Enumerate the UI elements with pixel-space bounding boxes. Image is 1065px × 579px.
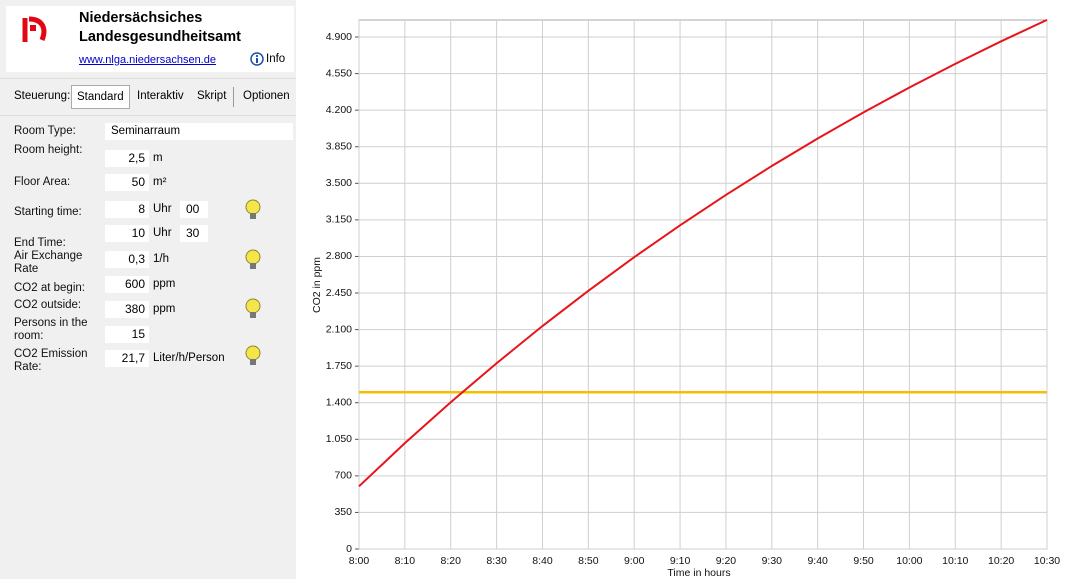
x-tick-label: 9:00	[624, 555, 645, 567]
x-tick-label: 9:50	[853, 555, 874, 567]
y-tick-label: 700	[334, 470, 352, 482]
info-label: Info	[266, 53, 286, 65]
control-panel: Niedersächsiches Landesgesundheitsamt www…	[0, 0, 296, 579]
title-line: Landesgesundheitsamt	[79, 29, 241, 45]
y-tick-label: 4.200	[326, 104, 352, 116]
input-field[interactable]: 0,3	[105, 251, 149, 268]
unit: ppm	[153, 278, 176, 290]
x-tick-label: 10:10	[942, 555, 968, 567]
y-tick-label: 1.050	[326, 433, 352, 445]
y-tick-label: 0	[346, 543, 352, 555]
logo	[22, 16, 47, 42]
y-tick-label: 2.450	[326, 287, 352, 299]
website-link[interactable]: www.nlga.niedersachsen.de	[79, 54, 216, 66]
y-tick-label: 3.850	[326, 141, 352, 153]
unit: 1/h	[153, 253, 169, 265]
y-tick-label: 350	[334, 506, 352, 518]
hint-icons[interactable]	[243, 198, 263, 378]
info-icon	[250, 52, 264, 66]
field-label: Floor Area:	[14, 176, 71, 188]
unit: ppm	[153, 303, 176, 315]
field-label: CO2 outside:	[14, 299, 82, 311]
input-field[interactable]: 00	[180, 201, 208, 218]
tab[interactable]: Interaktiv	[137, 90, 184, 102]
x-tick-label: 9:10	[670, 555, 691, 567]
input-field[interactable]: 15	[105, 326, 149, 343]
tab[interactable]: Optionen	[243, 90, 290, 102]
header: Niedersächsiches Landesgesundheitsamt www…	[6, 6, 294, 72]
y-axis-title: CO2 in ppm	[311, 257, 323, 313]
unit: Uhr	[153, 227, 172, 239]
input-field[interactable]: 21,7	[105, 350, 149, 367]
unit: m	[153, 152, 163, 164]
x-tick-label: 8:00	[349, 555, 370, 567]
x-tick-label: 8:50	[578, 555, 599, 567]
x-tick-label: 9:20	[716, 555, 737, 567]
room-type-field[interactable]: Seminarraum	[105, 123, 293, 140]
x-tick-label: 10:20	[988, 555, 1014, 567]
input-field[interactable]: 380	[105, 301, 149, 318]
unit: m²	[153, 176, 167, 188]
field-label: Persons in the room:	[14, 317, 88, 342]
input-field[interactable]: 8	[105, 201, 149, 218]
chart: Time in hours CO2 in ppm 0 350 700 1.050 1.4…	[311, 18, 1060, 579]
tab-bar-label: Steuerung:	[14, 90, 71, 102]
field-label: CO2 at begin:	[14, 282, 85, 294]
y-tick-label: 2.800	[326, 250, 352, 262]
info-button[interactable]: Info	[250, 52, 285, 66]
input-field[interactable]: 50	[105, 174, 149, 191]
input-field[interactable]: 10	[105, 225, 149, 242]
field-label: End Time:	[14, 237, 66, 249]
y-tick-label: 1.400	[326, 397, 352, 409]
title-line: Niedersächsiches	[79, 10, 203, 26]
y-tick-label: 4.900	[326, 31, 352, 43]
y-tick-label: 4.550	[326, 67, 352, 79]
tab-separator	[233, 87, 234, 107]
x-tick-label: 10:30	[1034, 555, 1060, 567]
unit: Liter/h/Person	[153, 352, 225, 364]
x-tick-label: 8:30	[486, 555, 507, 567]
unit: Uhr	[153, 203, 172, 215]
plot-area	[358, 19, 1048, 550]
input-field[interactable]: 600	[105, 276, 149, 293]
input-field[interactable]: 30	[180, 225, 208, 242]
y-tick-label: 3.150	[326, 214, 352, 226]
tab-bar: Steuerung: Standard Interaktiv Skript Op…	[0, 78, 296, 116]
lightbulb	[245, 199, 261, 219]
tab[interactable]: Skript	[197, 90, 227, 102]
y-tick-label: 1.750	[326, 360, 352, 372]
x-tick-label: 10:00	[896, 555, 922, 567]
co2-line	[358, 18, 1048, 488]
y-tick-label: 2.100	[326, 323, 352, 335]
x-tick-label: 9:40	[807, 555, 828, 567]
x-tick-label: 8:10	[395, 555, 416, 567]
x-axis-title: Time in hours	[667, 567, 730, 579]
x-tick-label: 9:30	[762, 555, 783, 567]
field-label: CO2 Emission Rate:	[14, 348, 88, 373]
field-label: Room height:	[14, 144, 83, 156]
input-field[interactable]: 2,5	[105, 150, 149, 167]
field-label: Starting time:	[14, 206, 82, 218]
x-tick-label: 8:40	[532, 555, 553, 567]
org-title: Niedersächsiches Landesgesundheitsamt	[79, 9, 241, 47]
tab[interactable]: Standard	[71, 85, 130, 109]
field-label: Air Exchange Rate	[14, 250, 83, 275]
x-tick-label: 8:20	[441, 555, 462, 567]
field-label: Room Type:	[14, 125, 76, 137]
y-tick-label: 3.500	[326, 177, 352, 189]
